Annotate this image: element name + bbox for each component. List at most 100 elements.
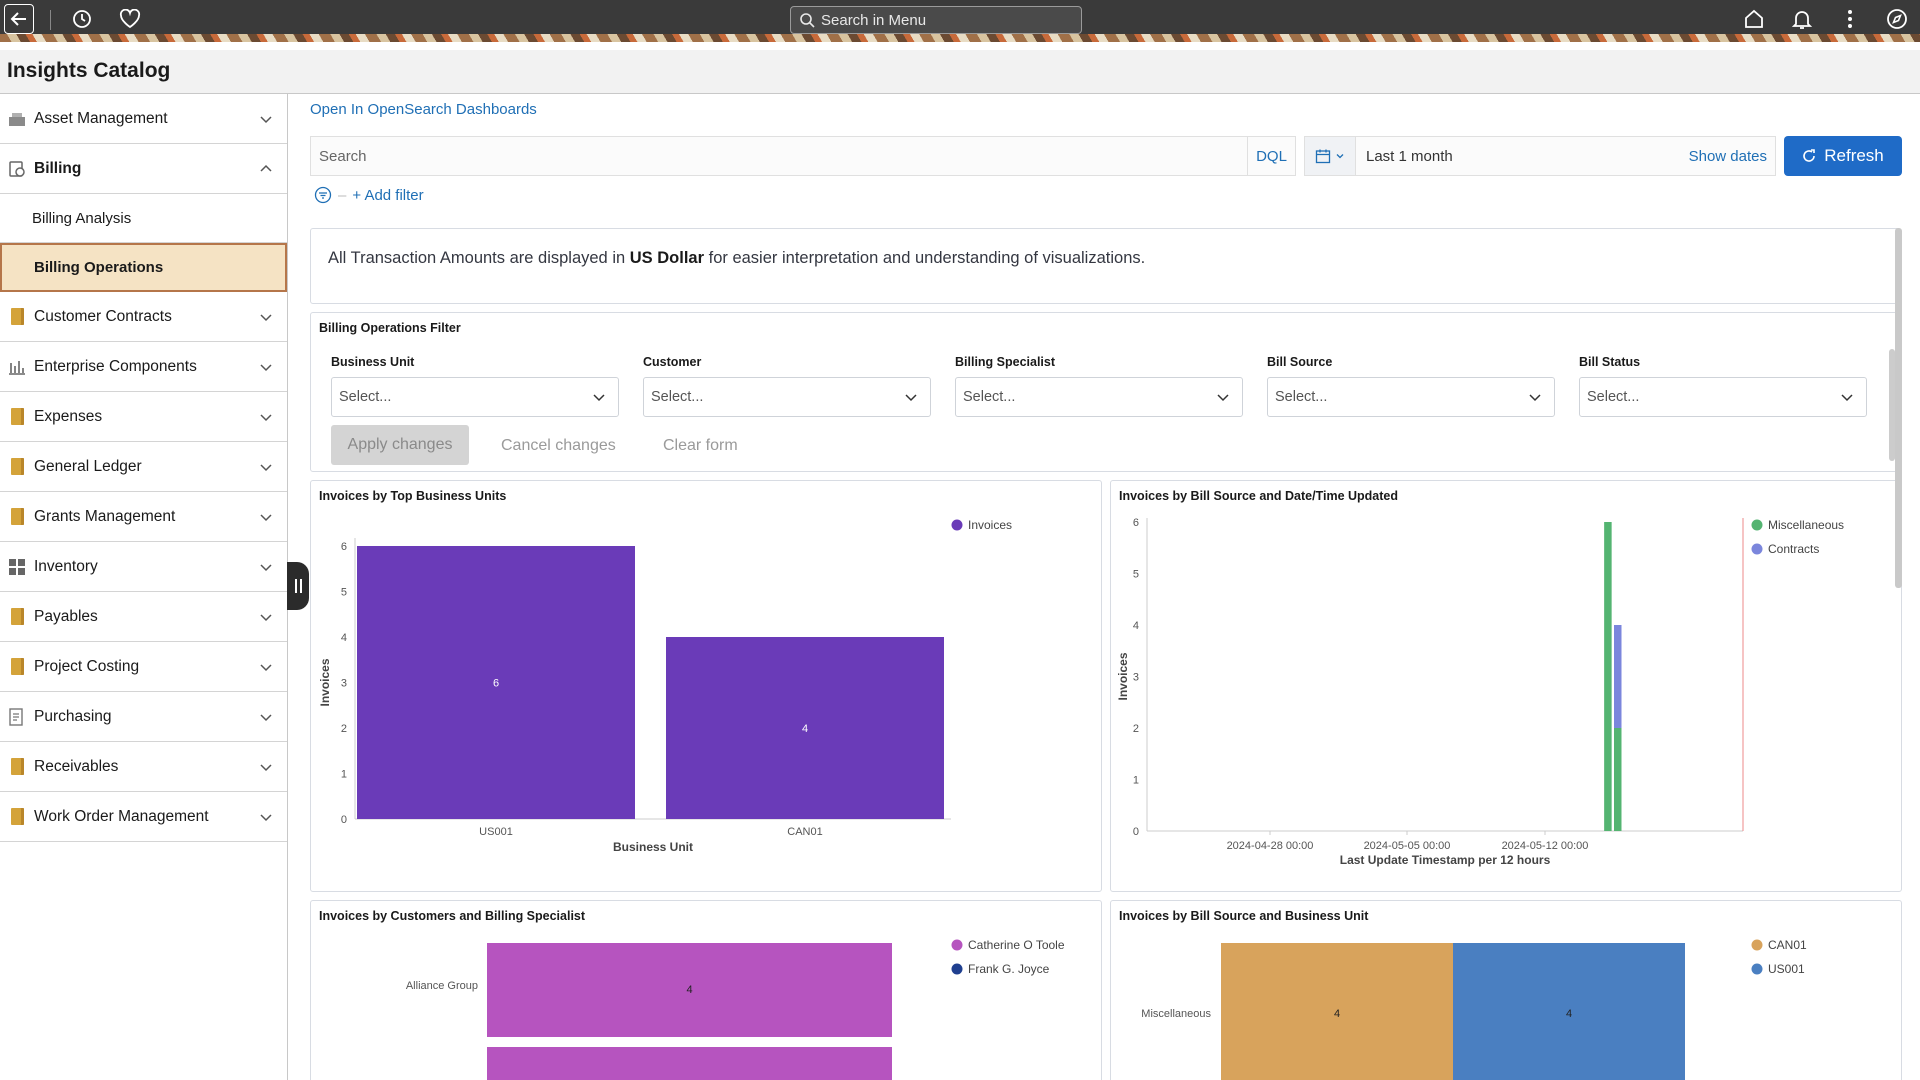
sidebar-item-grants-management[interactable]: Grants Management: [0, 492, 287, 542]
legend-label: Invoices: [968, 518, 1012, 532]
y-tick-label: 3: [341, 678, 347, 690]
date-picker-button[interactable]: [1304, 136, 1356, 176]
sidebar-item-work-order-management[interactable]: Work Order Management: [0, 792, 287, 842]
x-tick-label: 2024-05-05 00:00: [1364, 840, 1451, 852]
sidebar: Asset Management Billing Billing Analysi…: [0, 94, 288, 1080]
book-icon: [8, 758, 26, 776]
sidebar-collapse-handle[interactable]: [287, 562, 309, 610]
chart-title: Invoices by Bill Source and Business Uni…: [1119, 909, 1369, 923]
chart-customers-specialist: Alliance Group 4 Catherine O Toole Frank G.…: [406, 938, 1065, 1080]
sidebar-item-customer-contracts[interactable]: Customer Contracts: [0, 292, 287, 342]
billing-icon: [8, 160, 26, 178]
sidebar-item-payables[interactable]: Payables: [0, 592, 287, 642]
date-range-display[interactable]: Last 1 month Show dates: [1356, 136, 1776, 176]
open-in-opensearch-link[interactable]: Open In OpenSearch Dashboards: [310, 101, 537, 118]
chevron-down-icon: [905, 394, 917, 402]
filter-panel-scrollbar[interactable]: [1889, 349, 1895, 461]
title-bar: Insights Catalog: [0, 50, 1920, 94]
calendar-icon: [1315, 149, 1331, 164]
bar-segment-us001: [1453, 943, 1685, 1080]
y-tick-label: 4: [1133, 620, 1139, 632]
chevron-down-icon: [1529, 394, 1541, 402]
chevron-down-icon: [260, 663, 272, 671]
x-tick-label: CAN01: [787, 826, 822, 838]
back-arrow-icon[interactable]: [4, 4, 34, 34]
bar-contracts-0: [1614, 625, 1622, 728]
show-dates-link[interactable]: Show dates: [1688, 147, 1767, 165]
sidebar-item-receivables[interactable]: Receivables: [0, 742, 287, 792]
billing-specialist-select[interactable]: Select...: [955, 377, 1243, 417]
chart-title: Invoices by Top Business Units: [319, 489, 507, 503]
business-unit-filter: Business Unit Select...: [331, 355, 619, 417]
bar-can01: [666, 637, 944, 819]
chevron-down-icon: [260, 613, 272, 621]
chevron-up-icon: [260, 164, 272, 172]
sidebar-item-inventory[interactable]: Inventory: [0, 542, 287, 592]
page-scrollbar[interactable]: [1895, 228, 1902, 588]
sidebar-item-label: Expenses: [34, 407, 103, 425]
building-icon: [8, 110, 26, 128]
bell-icon[interactable]: [1787, 4, 1817, 34]
bill-status-filter: Bill Status Select...: [1579, 355, 1867, 417]
bill-status-select[interactable]: Select...: [1579, 377, 1867, 417]
date-range-label: Last 1 month: [1366, 147, 1453, 165]
query-search-input[interactable]: Search: [310, 136, 1248, 176]
sidebar-item-general-ledger[interactable]: General Ledger: [0, 442, 287, 492]
billing-operations-filter-panel: Billing Operations Filter Business Unit …: [310, 312, 1900, 472]
history-icon[interactable]: [67, 4, 97, 34]
bar-data-label: 4: [686, 984, 692, 996]
chevron-down-icon: [593, 394, 605, 402]
select-value: Select...: [339, 389, 392, 405]
refresh-label: Refresh: [1824, 146, 1884, 165]
sidebar-item-project-costing[interactable]: Project Costing: [0, 642, 287, 692]
legend-label: US001: [1768, 962, 1805, 976]
chevron-down-icon: [260, 563, 272, 571]
chevron-down-icon: [260, 763, 272, 771]
bill-source-select[interactable]: Select...: [1267, 377, 1555, 417]
compass-icon[interactable]: [1882, 4, 1912, 34]
sidebar-item-label: Grants Management: [34, 507, 176, 525]
bar-miscellaneous-0: [1604, 522, 1612, 831]
query-bar: Search DQL Last 1 month Show dates Refre…: [310, 136, 1902, 176]
add-filter-button[interactable]: + Add filter: [352, 186, 424, 204]
more-vertical-icon[interactable]: [1835, 4, 1865, 34]
chevron-down-icon: [260, 313, 272, 321]
home-icon[interactable]: [1739, 4, 1769, 34]
bar-data-label: 4: [802, 723, 808, 735]
sidebar-item-label: Receivables: [34, 757, 119, 775]
sidebar-item-label: Work Order Management: [34, 807, 209, 825]
refresh-icon: [1803, 149, 1816, 162]
legend-label: CAN01: [1768, 938, 1807, 952]
customer-select[interactable]: Select...: [643, 377, 931, 417]
favorites-icon[interactable]: [115, 4, 145, 34]
sidebar-item-asset-management[interactable]: Asset Management: [0, 94, 287, 144]
notice-text-after: for easier interpretation and understand…: [704, 249, 1146, 267]
cancel-changes-button[interactable]: Cancel changes: [501, 437, 616, 454]
y-tick-label: 2: [341, 723, 347, 735]
dql-button[interactable]: DQL: [1248, 136, 1296, 176]
refresh-button[interactable]: Refresh: [1784, 136, 1902, 176]
currency-notice-panel: All Transaction Amounts are displayed in…: [310, 228, 1900, 304]
bar-partial-next: [487, 1047, 892, 1080]
filter-label: Customer: [643, 355, 702, 369]
sidebar-item-expenses[interactable]: Expenses: [0, 392, 287, 442]
sidebar-subitem-billing-operations[interactable]: Billing Operations: [0, 243, 287, 292]
clear-form-button[interactable]: Clear form: [663, 437, 738, 454]
chart-panel-bill-source-date: Invoices by Bill Source and Date/Time Up…: [1110, 480, 1902, 892]
sidebar-subitem-billing-analysis[interactable]: Billing Analysis: [0, 194, 287, 243]
business-unit-select[interactable]: Select...: [331, 377, 619, 417]
bar-segment-can01: [1221, 943, 1453, 1080]
y-tick-label: 6: [341, 541, 347, 553]
sidebar-item-billing[interactable]: Billing: [0, 144, 287, 194]
sidebar-item-enterprise-components[interactable]: Enterprise Components: [0, 342, 287, 392]
select-value: Select...: [651, 389, 704, 405]
boxes-icon: [8, 558, 26, 576]
chart-top-business-units: 0 1 2 3 4 5 6 6 US001 4 CAN01 Business Unit Invoices…: [318, 518, 1012, 854]
legend-label: Frank G. Joyce: [968, 962, 1050, 976]
sidebar-item-purchasing[interactable]: Purchasing: [0, 692, 287, 742]
book-icon: [8, 658, 26, 676]
apply-changes-button[interactable]: Apply changes: [331, 425, 469, 465]
search-menu-input[interactable]: Search in Menu: [790, 6, 1082, 34]
legend-label: Catherine O Toole: [968, 938, 1065, 952]
filter-options-icon[interactable]: [314, 186, 332, 204]
